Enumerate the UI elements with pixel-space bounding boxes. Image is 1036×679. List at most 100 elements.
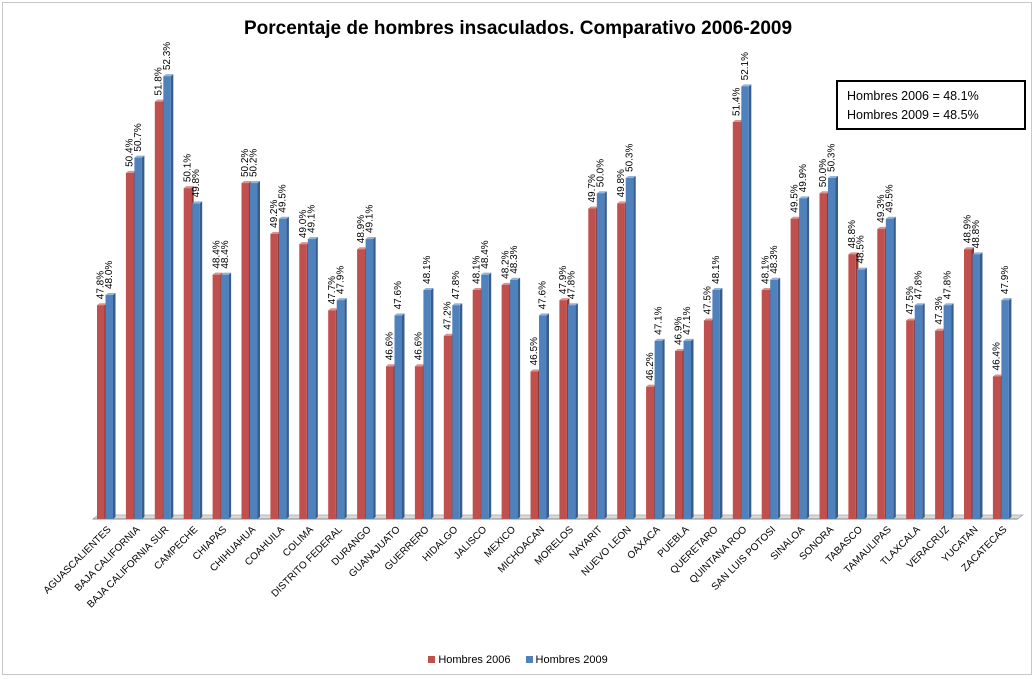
bar-2006 xyxy=(877,228,885,519)
bar-top-2006 xyxy=(183,186,194,189)
bar-top-2006 xyxy=(386,364,396,367)
data-label-2009: 48.0% xyxy=(104,261,115,289)
bar-top-2006 xyxy=(328,308,339,311)
bar-2006 xyxy=(819,193,827,520)
data-label-2009: 50.7% xyxy=(133,123,144,151)
bar-top-2006 xyxy=(646,384,657,387)
summary-2006: Hombres 2006 = 48.1% xyxy=(847,89,979,103)
bar-top-2009 xyxy=(539,313,549,316)
bar-2006 xyxy=(270,233,278,519)
bar-side-2009 xyxy=(430,287,434,519)
bar-side-2009 xyxy=(113,293,116,519)
legend-swatch-2009 xyxy=(525,656,533,663)
bar-top-2009 xyxy=(336,298,347,301)
bar-2009 xyxy=(596,193,605,520)
data-label-2006: 48.1% xyxy=(471,255,482,283)
bar-2006 xyxy=(675,351,683,519)
legend-item-2009: Hombres 2009 xyxy=(525,654,608,666)
bar-2009 xyxy=(914,305,923,519)
data-label-2006: 47.5% xyxy=(905,286,916,314)
data-label-2006: 47.9% xyxy=(558,266,569,294)
bar-top-2006 xyxy=(212,272,223,275)
data-label-2009: 52.3% xyxy=(162,42,173,70)
bar-2006 xyxy=(299,244,307,519)
bar-2009 xyxy=(625,177,634,519)
bar-top-2009 xyxy=(250,181,260,184)
bar-top-2006 xyxy=(559,298,570,301)
bar-top-2009 xyxy=(683,338,694,341)
bar-2009 xyxy=(365,239,374,520)
bar-2006 xyxy=(703,320,712,519)
bar-side-2009 xyxy=(199,201,203,520)
bar-2009 xyxy=(770,279,778,519)
bar-2009 xyxy=(452,305,460,519)
bar-2009 xyxy=(221,274,229,519)
bar-2009 xyxy=(799,198,807,519)
data-label-2009: 48.8% xyxy=(971,220,982,248)
bar-2006 xyxy=(386,366,394,519)
bar-top-2009 xyxy=(365,237,376,240)
data-label-2006: 50.4% xyxy=(125,138,136,166)
bar-top-2006 xyxy=(414,364,425,367)
bar-side-2009 xyxy=(141,155,145,520)
bar-2006 xyxy=(183,188,192,519)
bar-top-2006 xyxy=(703,318,714,321)
data-label-2009: 47.8% xyxy=(942,271,953,299)
bar-2009 xyxy=(683,340,691,519)
data-label-2006: 46.4% xyxy=(992,342,1003,370)
data-label-2006: 47.2% xyxy=(443,301,454,329)
data-label-2009: 50.3% xyxy=(827,144,838,172)
data-label-2009: 48.4% xyxy=(480,240,491,268)
bar-2009 xyxy=(510,279,518,519)
bar-top-2006 xyxy=(675,349,685,352)
bar-top-2006 xyxy=(588,206,599,209)
bar-2006 xyxy=(964,249,972,520)
bar-top-2006 xyxy=(443,333,454,336)
bar-2006 xyxy=(357,249,365,520)
bar-top-2009 xyxy=(625,175,636,178)
bar-side-2009 xyxy=(662,338,665,519)
bar-2009 xyxy=(654,340,663,519)
bar-2009 xyxy=(250,183,258,519)
data-label-2006: 50.1% xyxy=(182,154,193,182)
data-label-2009: 47.8% xyxy=(913,271,924,299)
data-label-2009: 52.1% xyxy=(740,52,751,80)
data-label-2006: 48.1% xyxy=(760,255,771,283)
data-label-2009: 48.1% xyxy=(711,255,722,283)
data-label-2009: 48.3% xyxy=(769,245,780,273)
bar-top-2006 xyxy=(241,181,252,184)
bar-2009 xyxy=(481,274,489,519)
bar-top-2009 xyxy=(885,216,896,219)
bar-top-2009 xyxy=(192,201,203,204)
bar-2006 xyxy=(472,289,481,519)
bar-top-2009 xyxy=(510,277,521,280)
data-label-2006: 47.3% xyxy=(934,296,945,324)
data-label-2006: 49.7% xyxy=(587,174,598,202)
bar-side-2009 xyxy=(228,272,232,519)
bar-top-2009 xyxy=(828,175,838,178)
data-label-2009: 48.3% xyxy=(509,245,520,273)
bar-top-2009 xyxy=(712,287,723,290)
bar-top-2006 xyxy=(125,170,136,173)
bar-2006 xyxy=(97,305,105,519)
bar-top-2006 xyxy=(97,303,107,306)
bar-2006 xyxy=(530,371,538,519)
bar-top-2006 xyxy=(992,374,1003,377)
bar-2009 xyxy=(741,86,749,519)
data-label-2006: 50.2% xyxy=(240,149,251,177)
bar-2009 xyxy=(105,295,113,519)
data-label-2006: 48.2% xyxy=(500,250,511,278)
bar-side-2009 xyxy=(315,237,318,520)
data-label-2006: 49.0% xyxy=(298,210,309,238)
bar-side-2009 xyxy=(459,303,463,519)
data-label-2009: 50.0% xyxy=(596,159,607,187)
bar-top-2006 xyxy=(790,216,801,219)
data-label-2006: 48.8% xyxy=(847,220,858,248)
data-label-2009: 47.8% xyxy=(567,271,578,299)
data-label-2009: 47.9% xyxy=(335,266,346,294)
data-label-2006: 46.6% xyxy=(385,332,396,360)
bar-2009 xyxy=(192,203,200,520)
bar-2006 xyxy=(443,335,452,519)
bar-top-2006 xyxy=(877,226,888,229)
